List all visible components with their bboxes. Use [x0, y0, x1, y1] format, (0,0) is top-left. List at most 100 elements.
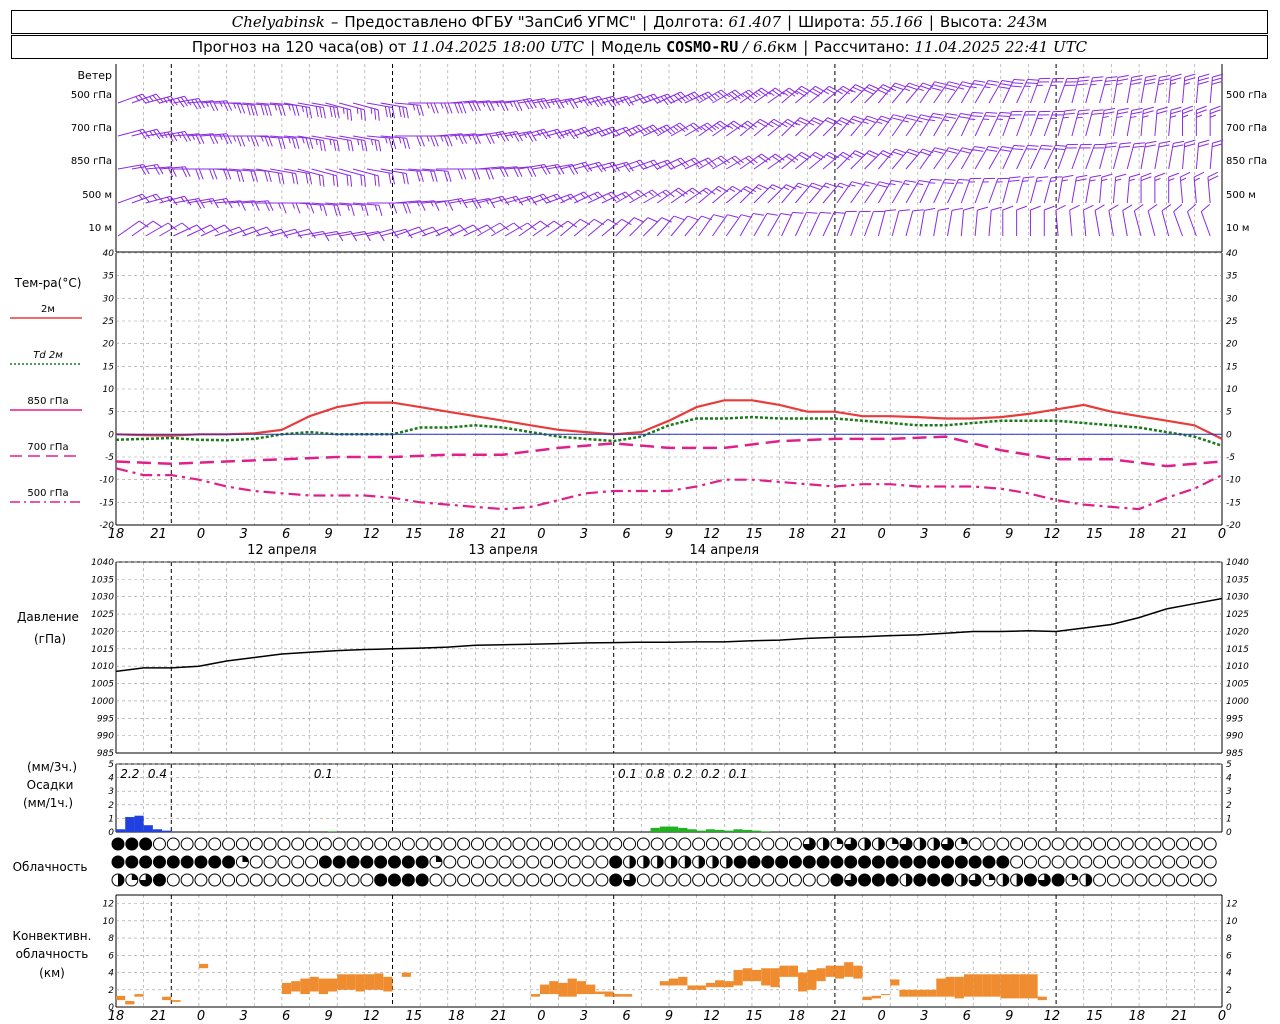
y-tick-right: 12	[1226, 900, 1238, 910]
cloud-circle	[802, 873, 816, 887]
wind-barb-feather	[611, 191, 620, 201]
grid-layer	[115, 64, 1223, 1008]
wind-barb-staff	[1085, 144, 1096, 170]
wind-barb-feather	[849, 184, 856, 187]
wind-barb-feather	[837, 185, 844, 189]
cloud-fill-full	[112, 856, 124, 868]
wind-barb-feather	[502, 166, 509, 177]
wind-barb-staff	[311, 135, 338, 142]
cloud-circle	[498, 873, 512, 887]
wind-barb	[297, 135, 326, 152]
wind-barb-staff	[1085, 110, 1093, 137]
cloud-cover-symbol	[457, 837, 471, 851]
wind-barb-feather	[855, 150, 866, 156]
wind-barb-feather	[984, 115, 996, 118]
hour-label: 9	[325, 1009, 333, 1024]
wind-barb-staff	[574, 126, 599, 137]
cloud-circle	[567, 837, 581, 851]
wind-barb-feather	[690, 159, 700, 168]
wind-barb-feather	[680, 91, 689, 101]
wind-barb-staff	[947, 81, 963, 104]
wind-barb-feather	[1208, 175, 1219, 182]
wind-barb-feather	[1212, 139, 1224, 144]
cloud-circle	[816, 873, 830, 887]
cloud-cover-symbol	[429, 837, 443, 851]
wind-barb-feather	[571, 128, 579, 139]
wind-barb-feather	[716, 122, 727, 130]
wind-barb	[1147, 204, 1158, 237]
wind-barb-feather	[315, 106, 319, 118]
wind-barb-feather	[526, 166, 533, 178]
wind-barb-feather	[1157, 106, 1168, 111]
wind-barb	[808, 211, 832, 237]
cloud-cover-symbol	[401, 855, 415, 869]
wind-barb	[629, 217, 659, 237]
wind-barb-feather	[1077, 112, 1089, 115]
wind-barb-staff	[753, 87, 776, 104]
wind-barb-staff	[615, 217, 635, 237]
cloud-cover-symbol	[443, 837, 457, 851]
wind-barb-staff	[1085, 177, 1091, 204]
wind-barb	[1108, 204, 1119, 237]
convective-cloud-bar	[890, 979, 900, 986]
cloud-cover-symbol	[235, 873, 249, 887]
cloud-cover-symbol	[567, 855, 581, 869]
wind-level-label-left: 500 гПа	[71, 90, 112, 101]
wind-barb-feather	[553, 220, 564, 228]
wind-barb-staff	[712, 155, 736, 170]
cloud-fill-full	[402, 874, 415, 886]
wind-barb-staff	[739, 153, 762, 170]
cloud-cover-symbol	[692, 855, 706, 869]
wind-level-label-left: 700 гПа	[71, 123, 112, 134]
wind-barb-staff	[532, 163, 559, 170]
wind-barb-feather	[878, 118, 890, 123]
convective-cloud-bar	[816, 968, 826, 982]
wind-barb-feather	[609, 162, 617, 173]
wind-barb-feather	[866, 152, 877, 159]
hour-label: 6	[963, 1009, 971, 1024]
wind-barb-staff	[173, 133, 200, 137]
cloud-cover-symbol	[526, 873, 540, 887]
wind-barb-staff	[145, 222, 169, 237]
wind-barb	[1057, 143, 1078, 170]
wind-barb-feather	[1104, 83, 1111, 86]
y-tick-left: 5	[108, 760, 114, 770]
wind-barb	[242, 200, 274, 212]
wind-barb	[1182, 73, 1196, 104]
cloud-cover-symbol	[540, 873, 554, 887]
wind-barb-feather	[350, 205, 355, 216]
wind-barb-feather	[1090, 174, 1102, 178]
wind-barb-feather	[663, 161, 672, 171]
wind-barb	[1207, 171, 1219, 204]
wind-barb	[449, 224, 482, 237]
wind-barb-feather	[195, 133, 201, 145]
wind-barb-feather	[264, 170, 269, 182]
convective-cloud-bar	[687, 985, 697, 990]
wind-barb-staff	[919, 113, 934, 137]
wind-barb-feather	[839, 154, 851, 161]
convective-cloud-bar	[669, 978, 679, 986]
wind-barb	[366, 168, 396, 185]
wind-barb-feather	[233, 135, 237, 142]
convective-cloud-bar	[908, 989, 918, 997]
cloud-cover-symbol	[650, 855, 664, 869]
wind-barb-feather	[962, 81, 974, 85]
convective-cloud-bar	[927, 989, 937, 997]
wind-barb	[505, 166, 537, 178]
wind-barb-staff	[808, 117, 828, 137]
wind-barb-staff	[725, 214, 742, 237]
cloud-cover-symbol	[844, 837, 858, 851]
wind-barb-feather	[1142, 115, 1149, 118]
wind-barb	[1085, 109, 1104, 137]
wind-barb-feather	[708, 91, 717, 101]
wind-barb-feather	[633, 217, 645, 223]
wind-barb-staff	[1099, 110, 1105, 137]
wind-barb-feather	[1027, 78, 1039, 81]
wind-barb-feather	[457, 133, 464, 145]
cloud-cover-symbol	[346, 855, 360, 869]
wind-barb-staff	[1154, 77, 1160, 104]
wind-barb-feather	[391, 173, 396, 185]
y-tick-right: 1	[1226, 814, 1232, 824]
wind-barb-feather	[416, 170, 421, 182]
wind-barb	[905, 82, 934, 104]
